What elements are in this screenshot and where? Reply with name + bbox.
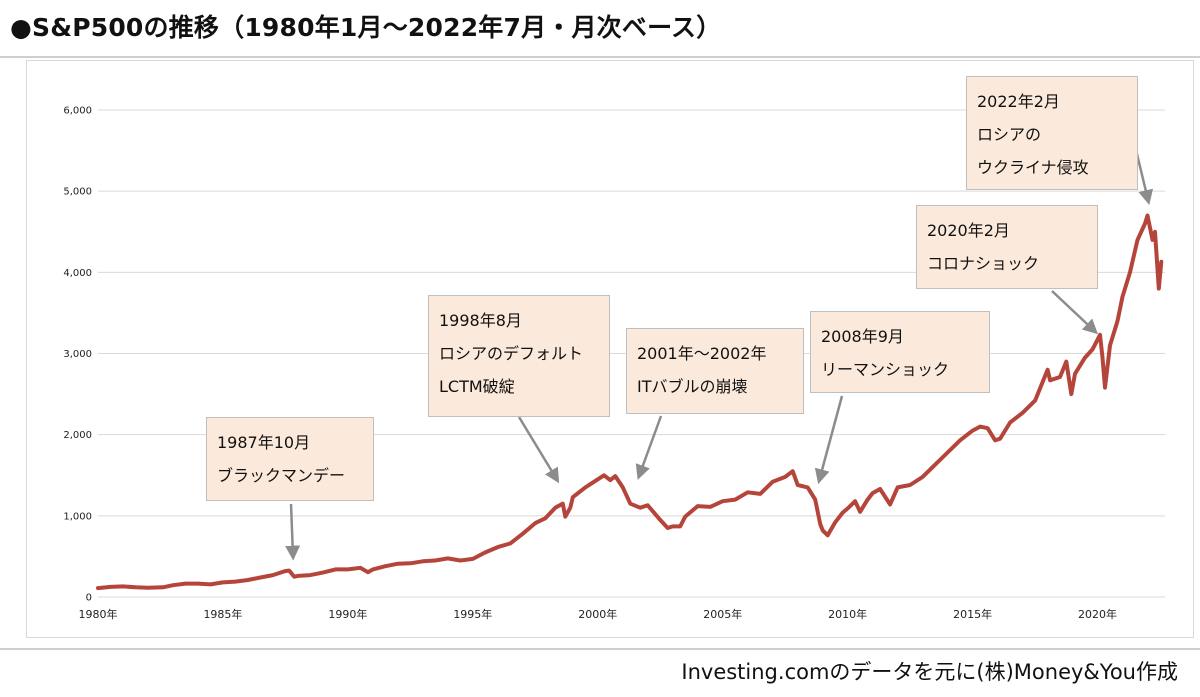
title-divider	[0, 56, 1200, 58]
x-tick-label: 1995年	[453, 607, 492, 621]
annotation-lehman-shock: 2008年9月 リーマンショック	[810, 311, 990, 393]
y-tick-label: 3,000	[63, 349, 92, 360]
annotation-line: ロシアのデフォルト	[439, 344, 584, 363]
annotation-black-monday: 1987年10月 ブラックマンデー	[206, 417, 374, 501]
annotation-arrow	[814, 395, 844, 485]
annotation-line: 2022年2月	[977, 92, 1060, 111]
x-tick-label: 2005年	[703, 607, 742, 621]
annotation-russia-default: 1998年8月 ロシアのデフォルト LCTM破綻	[428, 295, 610, 417]
annotation-line: ウクライナ侵攻	[977, 158, 1089, 177]
annotation-arrow	[1051, 290, 1098, 335]
x-tick-label: 2000年	[578, 607, 617, 621]
x-tick-label: 1985年	[203, 607, 242, 621]
y-tick-label: 5,000	[63, 187, 92, 198]
footer-divider	[0, 648, 1200, 650]
plot-frame	[26, 60, 1194, 638]
annotation-arrow	[285, 503, 301, 561]
annotation-covid-shock: 2020年2月 コロナショック	[916, 205, 1098, 289]
y-tick-label: 2,000	[63, 430, 92, 441]
x-tick-label: 2020年	[1078, 607, 1117, 621]
y-tick-label: 1,000	[63, 511, 92, 522]
annotation-line: 2001年〜2002年	[637, 344, 767, 363]
y-tick-label: 6,000	[63, 106, 92, 117]
x-tick-label: 1980年	[79, 607, 118, 621]
annotation-line: 1987年10月	[217, 433, 311, 452]
annotation-line: LCTM破綻	[439, 377, 515, 396]
annotation-it-bubble: 2001年〜2002年 ITバブルの崩壊	[626, 328, 804, 414]
x-tick-label: 1990年	[328, 607, 367, 621]
annotation-line: コロナショック	[927, 254, 1040, 273]
annotation-arrow	[635, 415, 663, 480]
chart-title: ●S&P500の推移（1980年1月〜2022年7月・月次ベース）	[10, 13, 722, 42]
x-tick-label: 2010年	[828, 607, 867, 621]
y-axis-tick-labels: 0 1,000 2,000 3,000 4,000 5,000 6,000	[63, 106, 92, 604]
annotation-line: ブラックマンデー	[217, 466, 346, 485]
x-tick-label: 2015年	[953, 607, 992, 621]
series-line	[96, 213, 1164, 591]
annotation-line: 1998年8月	[439, 311, 522, 330]
source-credit: Investing.comのデータを元に(株)Money&You作成	[681, 660, 1178, 684]
annotation-line: リーマンショック	[821, 360, 950, 379]
annotation-arrow	[517, 416, 560, 484]
annotation-line: ロシアの	[977, 125, 1042, 144]
x-axis-tick-labels: 1980年 1985年 1990年 1995年 2000年 2005年 2010年 2015年…	[79, 607, 1118, 621]
series-layer	[96, 213, 1164, 591]
annotation-line: 2020年2月	[927, 221, 1010, 240]
annotation-ukraine-invasion: 2022年2月 ロシアの ウクライナ侵攻	[966, 76, 1138, 190]
y-tick-label: 4,000	[63, 268, 92, 279]
annotation-line: ITバブルの崩壊	[637, 377, 748, 396]
annotation-line: 2008年9月	[821, 327, 904, 346]
y-tick-label: 0	[86, 593, 92, 604]
annotation-arrows	[285, 149, 1154, 561]
